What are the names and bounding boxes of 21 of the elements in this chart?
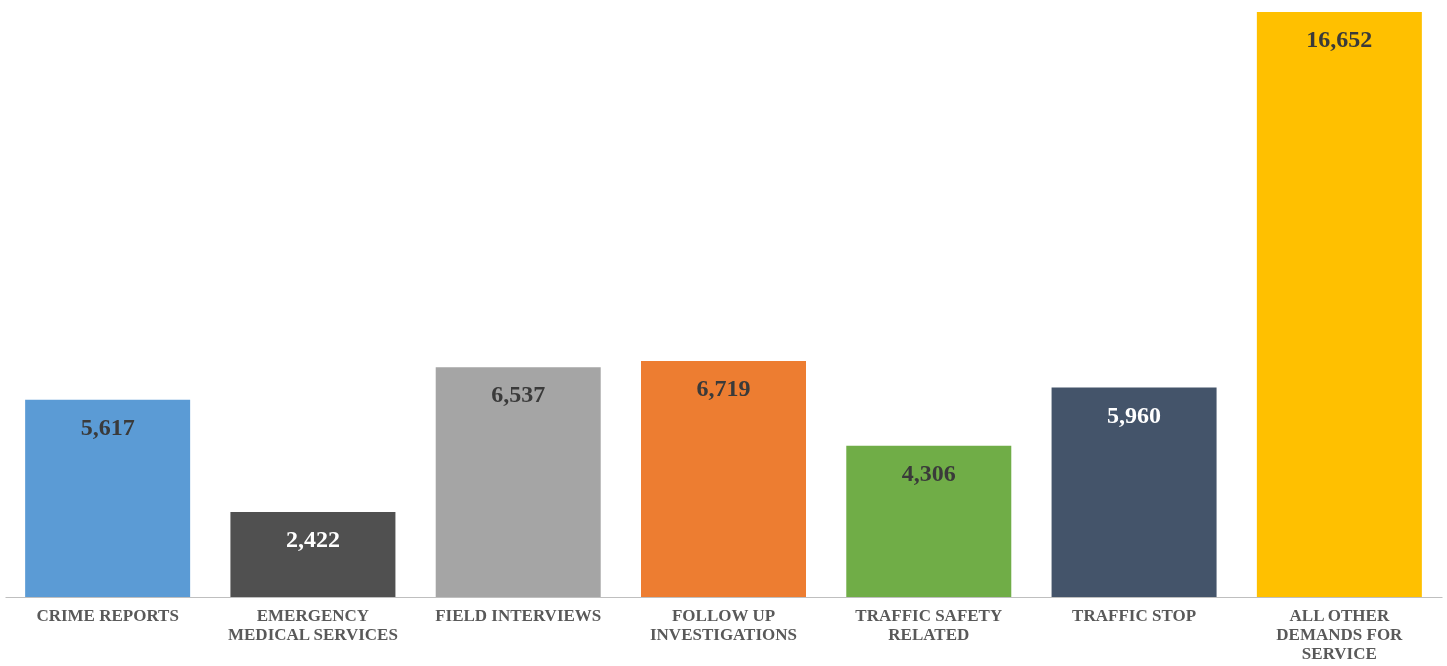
x-tick-label: FOLLOW UP INVESTIGATIONS xyxy=(649,605,798,644)
data-label: 16,652 xyxy=(1306,26,1373,52)
bar xyxy=(1256,12,1422,597)
x-tick-label: TRAFFIC STOP xyxy=(1072,605,1197,625)
bar xyxy=(641,360,806,597)
x-tick-label: CRIME REPORTS xyxy=(36,605,179,625)
data-label: 5,960 xyxy=(1107,401,1162,428)
x-tick-label: FIELD INTERVIEWS xyxy=(435,605,602,625)
bar xyxy=(1051,387,1217,597)
bar xyxy=(435,367,601,597)
x-tick-label: TRAFFIC SAFETY RELATED xyxy=(855,605,1003,644)
bar xyxy=(230,511,396,597)
bar xyxy=(846,445,1012,597)
data-label: 6,537 xyxy=(491,381,546,408)
data-label: 5,617 xyxy=(80,413,135,440)
bar xyxy=(25,399,191,597)
x-tick-label: EMERGENCY MEDICAL SERVICES xyxy=(227,605,398,644)
data-label: 4,306 xyxy=(901,459,956,486)
data-label: 2,422 xyxy=(285,525,340,552)
data-label: 6,719 xyxy=(696,374,751,401)
x-tick-label: ALL OTHER DEMANDS FOR SERVICE xyxy=(1276,605,1404,663)
